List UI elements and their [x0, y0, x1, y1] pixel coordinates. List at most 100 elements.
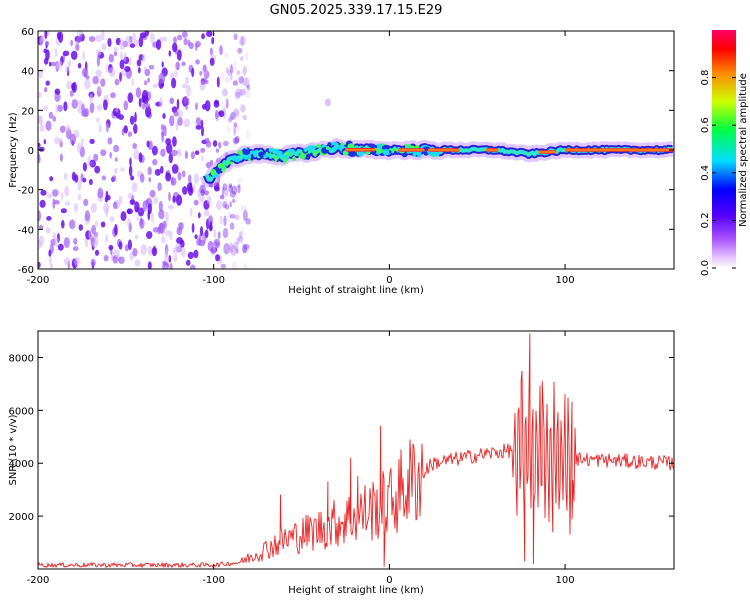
figure-title: GN05.2025.339.17.15.E29 [270, 3, 443, 18]
noise-blob [123, 51, 127, 63]
y-tick-label: -20 [18, 186, 34, 197]
noise-blob [134, 259, 141, 267]
noise-blob [209, 159, 214, 166]
noise-blob [240, 36, 244, 47]
ridge-clump [342, 150, 349, 156]
noise-blob [55, 104, 59, 113]
noise-blob [203, 64, 207, 73]
noise-blob [94, 165, 101, 174]
noise-blob [113, 51, 118, 57]
ridge-clump [236, 150, 243, 155]
noise-blob [171, 77, 177, 89]
noise-blob [139, 217, 143, 226]
noise-blob [223, 198, 229, 204]
noise-blob [78, 224, 84, 231]
noise-blob [138, 152, 143, 163]
noise-blob [82, 162, 87, 172]
noise-blob [164, 254, 170, 263]
noise-blob [134, 201, 140, 213]
snr-panel: -200 -100 0 100 2000 4000 6000 8000 Height of s… [8, 330, 675, 596]
noise-blob [133, 149, 140, 160]
noise-blob [202, 103, 207, 110]
noise-blob [96, 87, 102, 92]
ridge-clump [226, 161, 234, 165]
noise-blob [140, 244, 147, 256]
noise-blob [152, 227, 159, 233]
noise-blob [176, 194, 183, 206]
noise-blob [38, 68, 43, 79]
noise-blob [168, 50, 172, 57]
noise-blob [232, 123, 240, 134]
noise-blob [158, 209, 165, 220]
noise-blob [195, 117, 202, 126]
noise-blob [238, 76, 245, 84]
noise-blob [89, 102, 95, 114]
ridge-clump [366, 150, 371, 155]
noise-blob [157, 182, 162, 191]
noise-blob [100, 31, 105, 41]
colorbar-gradient [712, 30, 736, 268]
noise-blob [241, 88, 246, 95]
noise-blob [135, 87, 142, 98]
noise-blob [172, 195, 176, 203]
noise-blob [233, 61, 237, 73]
noise-blob [132, 143, 138, 149]
noise-blob [158, 72, 166, 84]
noise-blob [230, 64, 233, 75]
noise-blob [224, 187, 229, 197]
noise-blob [197, 212, 201, 219]
noise-blob [224, 52, 229, 58]
noise-blob [193, 249, 199, 259]
noise-blob [244, 88, 251, 99]
noise-blob [97, 187, 104, 199]
noise-blob [215, 148, 220, 154]
noise-blob [101, 175, 106, 181]
noise-blob [107, 137, 113, 145]
noise-blob [227, 64, 234, 73]
noise-blob [95, 49, 102, 56]
noise-blob [137, 67, 141, 74]
noise-blob [205, 31, 213, 37]
noise-blob [134, 234, 139, 240]
ridge-clump [331, 146, 338, 151]
noise-blob [40, 189, 47, 196]
noise-blob [43, 86, 48, 93]
noise-blob [181, 170, 186, 178]
noise-blob [237, 40, 243, 46]
noise-blob [60, 191, 64, 200]
y-tick-label: 2000 [9, 512, 34, 523]
ridge-clump [404, 144, 412, 147]
noise-blob [243, 244, 250, 250]
noise-blob [213, 242, 216, 253]
noise-blob [59, 125, 66, 133]
noise-blob [128, 165, 133, 177]
noise-blob [239, 35, 246, 46]
noise-blob [209, 57, 215, 66]
noise-blob [221, 72, 225, 80]
noise-blob [241, 68, 245, 75]
noise-blob [39, 124, 45, 132]
snr-frame [37, 330, 675, 570]
noise-blob [100, 221, 106, 228]
noise-blob [152, 83, 159, 89]
noise-blob [129, 115, 135, 125]
noise-blob [222, 201, 227, 209]
noise-blob [242, 78, 247, 85]
noise-blob [139, 173, 145, 183]
snr-y-axis-label: SNR (10 * v/v) [8, 414, 19, 485]
noise-blob [39, 36, 44, 46]
noise-blob [187, 182, 192, 192]
noise-blob [193, 173, 200, 184]
noise-blob [147, 203, 152, 215]
noise-blob [184, 150, 188, 160]
noise-blob [53, 199, 60, 205]
y-tick-label: 60 [21, 27, 34, 38]
noise-blob [241, 204, 244, 212]
noise-blob [204, 100, 211, 112]
noise-blob [162, 113, 166, 119]
x-tick-label: 0 [386, 275, 392, 286]
ridge-clump [242, 153, 249, 160]
ridge-clump [316, 144, 322, 148]
snr-ticks: -200 -100 0 100 2000 4000 6000 8000 [9, 331, 674, 586]
noise-blob [201, 125, 204, 137]
